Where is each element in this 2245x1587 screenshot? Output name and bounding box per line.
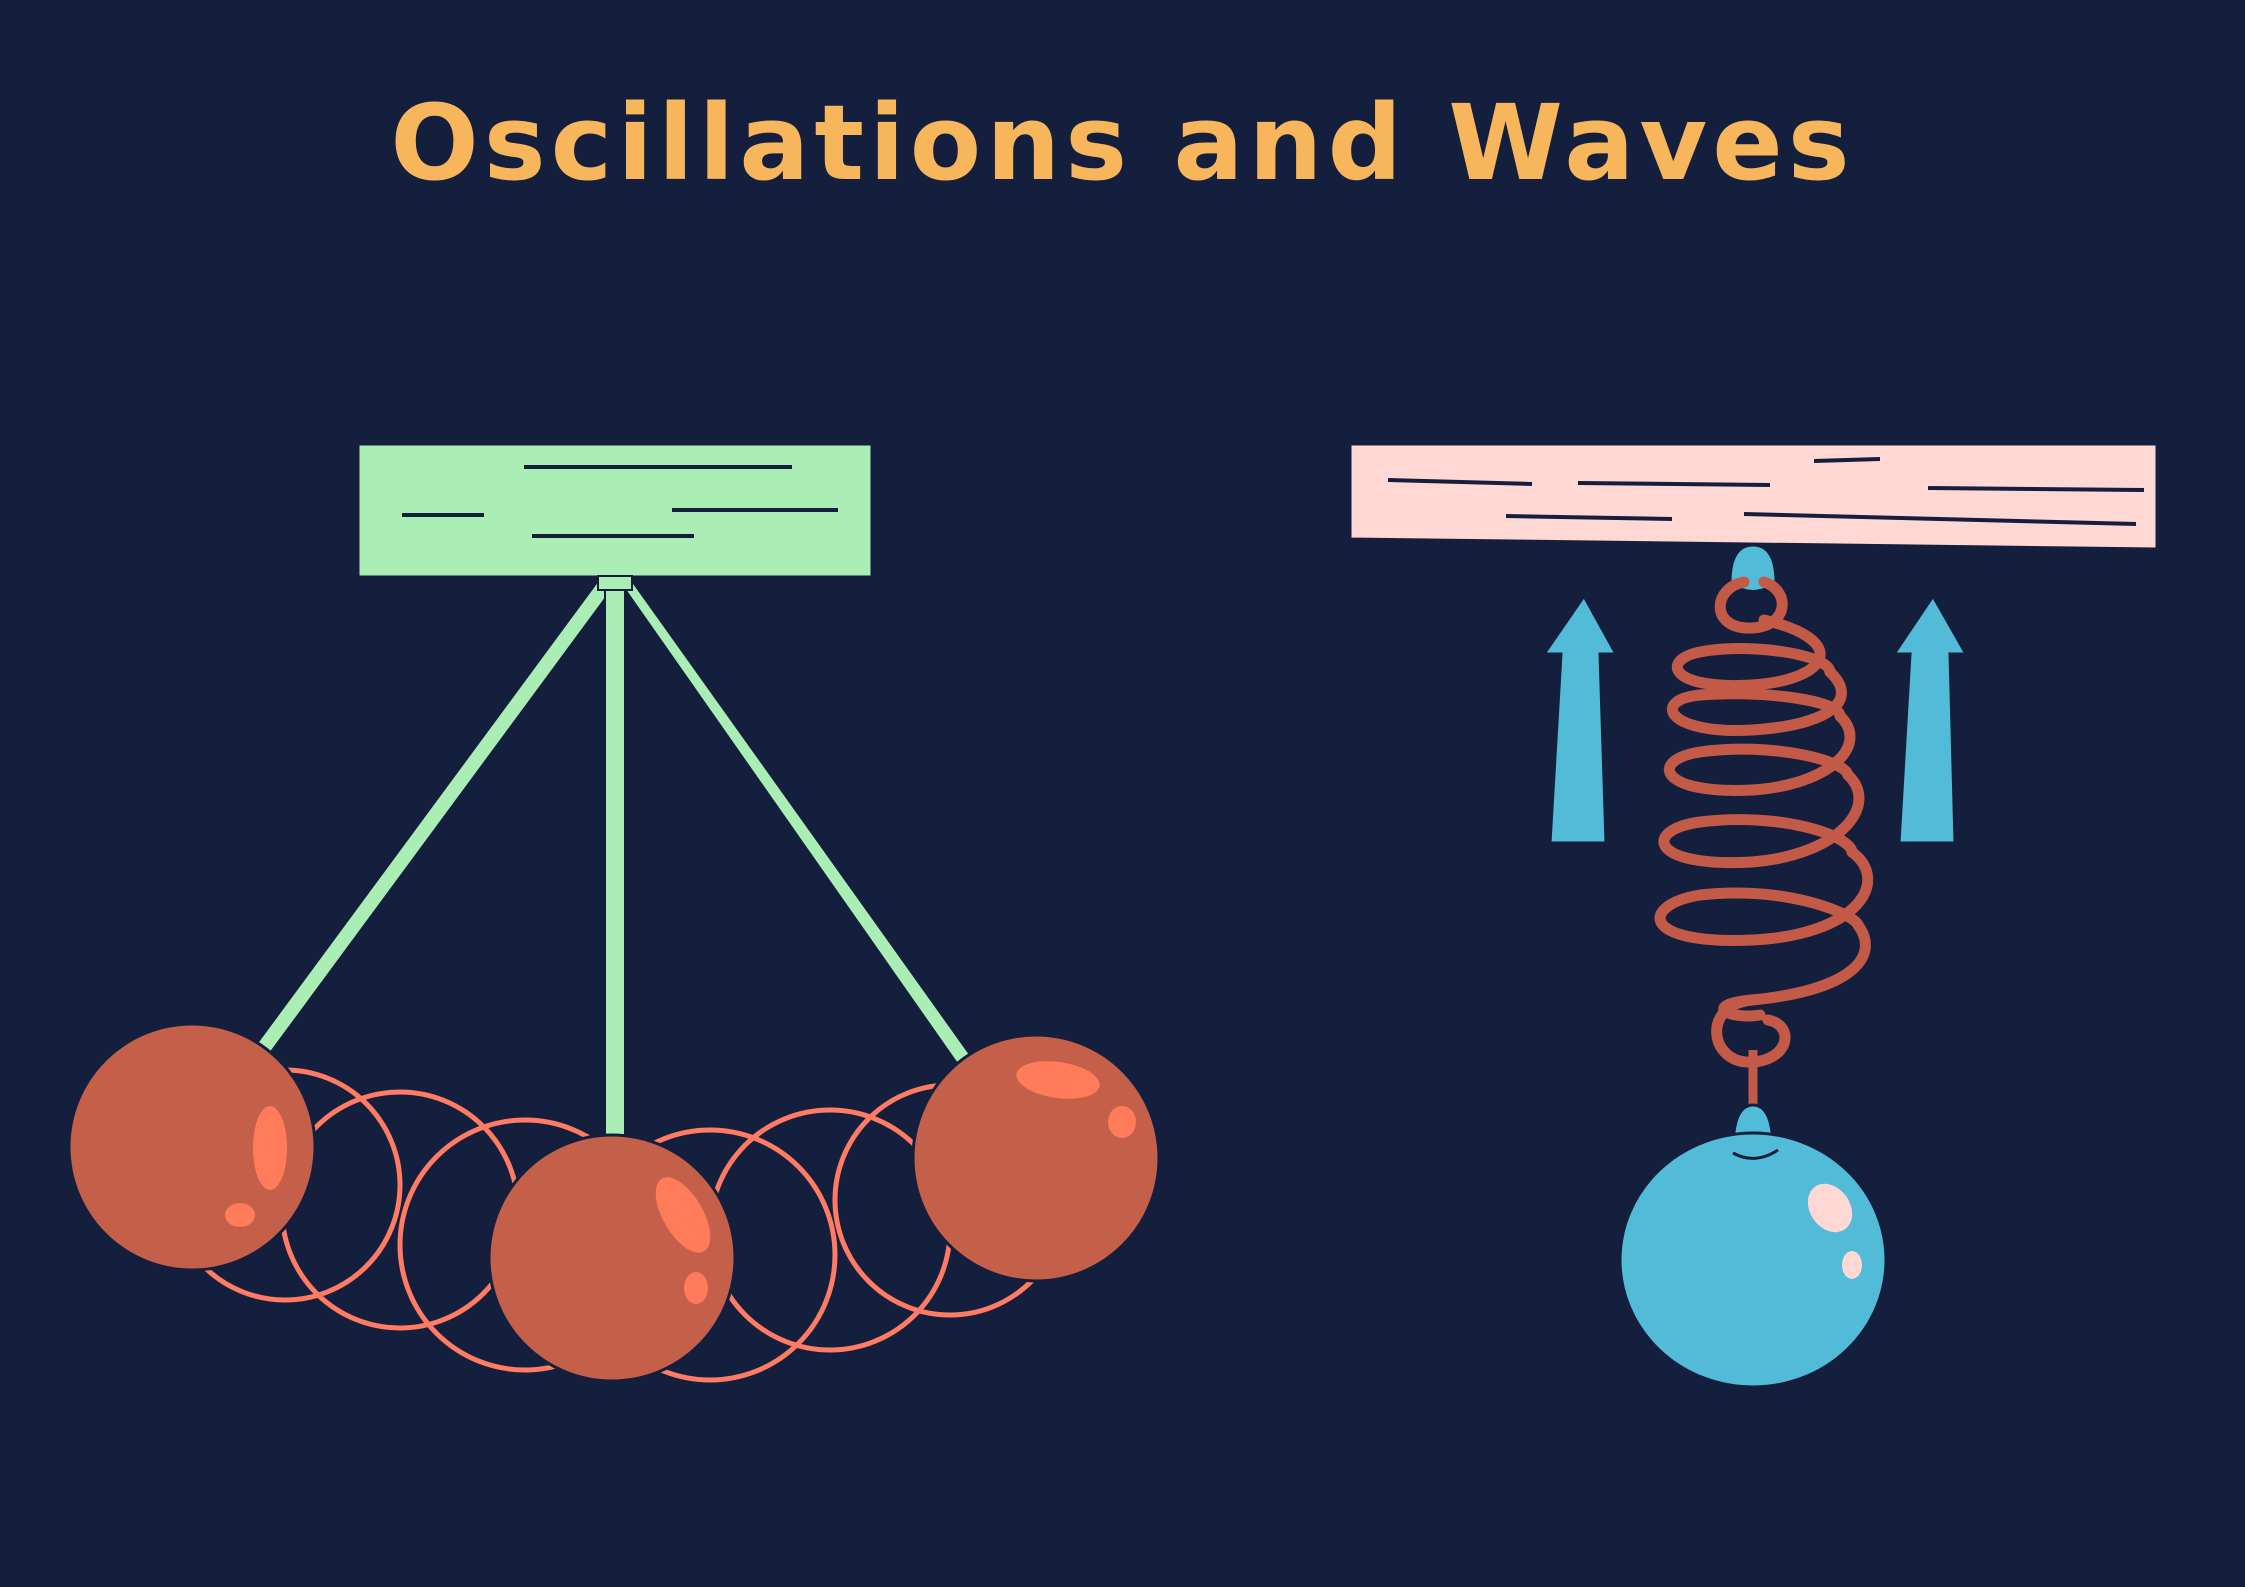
arrow-up-left (1541, 593, 1619, 845)
mount-texture-lines (402, 465, 838, 538)
spring-figure (1348, 442, 2159, 1389)
bob-highlight (225, 1203, 255, 1227)
bob-highlight (1016, 1061, 1100, 1099)
pendulum-bob-left (67, 1022, 317, 1272)
spring-mount (1348, 442, 2159, 551)
pendulum-string-center (604, 581, 626, 1141)
bob-highlight (1842, 1251, 1862, 1279)
pendulum-bob-center (487, 1133, 737, 1383)
spring-coil (1654, 576, 1874, 1068)
bob-highlight (1108, 1106, 1136, 1138)
pendulum-strings (250, 575, 978, 1141)
pendulum-figure (67, 442, 1161, 1383)
spring-mass-bob (1618, 1103, 1888, 1389)
pendulum-string-right (615, 577, 978, 1074)
bob-highlight (253, 1106, 287, 1190)
diagram-title: Oscillations and Waves (390, 82, 1855, 204)
mount-texture-lines (1387, 457, 2145, 526)
bob-highlight (655, 1177, 711, 1253)
arrow-up-right (1891, 593, 1969, 845)
bob-highlight (684, 1272, 708, 1304)
pendulum-string-left (250, 576, 615, 1062)
pendulum-mount (356, 442, 874, 579)
pendulum-bob-right (911, 1033, 1161, 1283)
bob-highlight (1807, 1183, 1853, 1233)
